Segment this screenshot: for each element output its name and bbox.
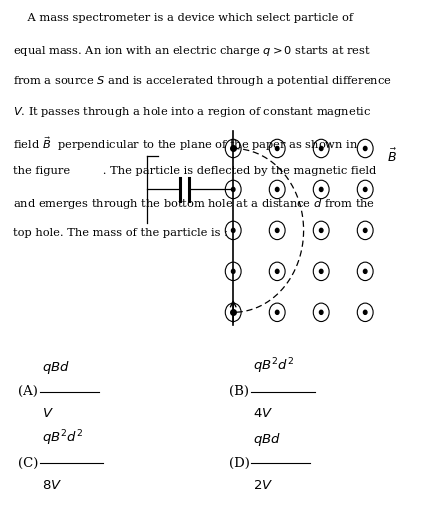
Text: $qB^2d^2$: $qB^2d^2$ bbox=[253, 357, 294, 376]
Circle shape bbox=[319, 187, 323, 191]
Text: (C): (C) bbox=[18, 457, 38, 470]
Circle shape bbox=[363, 187, 367, 191]
Circle shape bbox=[319, 310, 323, 314]
Text: $V$: $V$ bbox=[42, 407, 54, 420]
Circle shape bbox=[231, 187, 235, 191]
Text: $8V$: $8V$ bbox=[42, 479, 62, 492]
Text: the figure         . The particle is deflected by the magnetic field: the figure . The particle is deflected b… bbox=[13, 166, 377, 177]
Circle shape bbox=[363, 146, 367, 151]
Text: $qB^2d^2$: $qB^2d^2$ bbox=[42, 429, 83, 448]
Text: (D): (D) bbox=[229, 457, 249, 470]
Text: (B): (B) bbox=[229, 385, 249, 398]
Circle shape bbox=[275, 228, 279, 232]
Circle shape bbox=[363, 310, 367, 314]
Text: from a source $S$ and is accelerated through a potential difference: from a source $S$ and is accelerated thr… bbox=[13, 74, 392, 88]
Text: equal mass. An ion with an electric charge $q > 0$ starts at rest: equal mass. An ion with an electric char… bbox=[13, 44, 371, 57]
Text: $2V$: $2V$ bbox=[253, 479, 273, 492]
Circle shape bbox=[319, 269, 323, 273]
Circle shape bbox=[319, 146, 323, 151]
Circle shape bbox=[363, 269, 367, 273]
Text: $\vec{B}$: $\vec{B}$ bbox=[387, 147, 397, 165]
Text: top hole. The mass of the particle is :: top hole. The mass of the particle is : bbox=[13, 228, 228, 238]
Circle shape bbox=[275, 269, 279, 273]
Circle shape bbox=[319, 228, 323, 232]
Circle shape bbox=[275, 310, 279, 314]
Text: $4V$: $4V$ bbox=[253, 407, 273, 420]
Circle shape bbox=[231, 269, 235, 273]
Text: (A): (A) bbox=[18, 385, 37, 398]
Circle shape bbox=[231, 228, 235, 232]
Circle shape bbox=[275, 146, 279, 151]
Circle shape bbox=[231, 146, 235, 151]
Text: $qBd$: $qBd$ bbox=[42, 359, 70, 376]
Circle shape bbox=[275, 187, 279, 191]
Text: field $\vec{B}$  perpendicular to the plane of the paper as shown in: field $\vec{B}$ perpendicular to the pla… bbox=[13, 136, 359, 154]
Text: and emerges through the bottom hole at a distance $d$ from the: and emerges through the bottom hole at a… bbox=[13, 197, 375, 211]
Text: $qBd$: $qBd$ bbox=[253, 431, 281, 448]
Circle shape bbox=[363, 228, 367, 232]
Circle shape bbox=[231, 310, 235, 314]
Text: $V$. It passes through a hole into a region of constant magnetic: $V$. It passes through a hole into a reg… bbox=[13, 105, 371, 119]
Text: A mass spectrometer is a device which select particle of: A mass spectrometer is a device which se… bbox=[13, 13, 353, 23]
